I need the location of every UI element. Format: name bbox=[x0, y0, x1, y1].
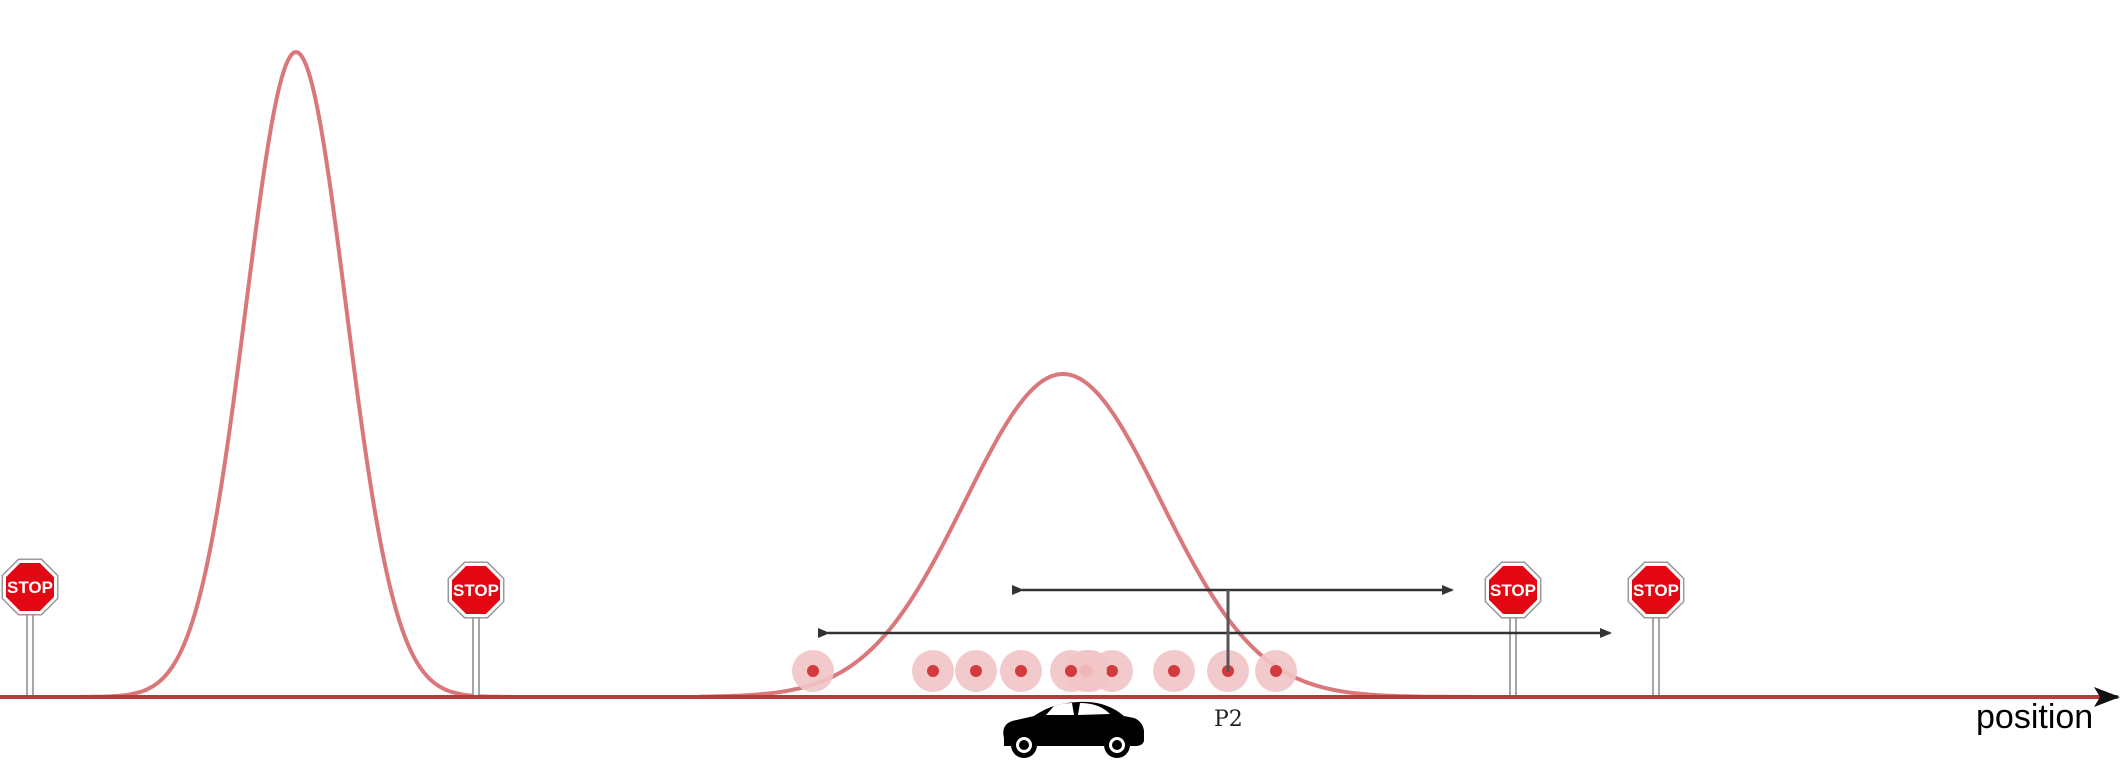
p2-label: P2 bbox=[1214, 707, 1243, 732]
particle bbox=[955, 650, 997, 692]
particle bbox=[1000, 650, 1042, 692]
axis-label: position bbox=[1976, 698, 2093, 736]
stop-sign-label: STOP bbox=[453, 581, 499, 600]
particle bbox=[1050, 650, 1092, 692]
particles-group bbox=[792, 650, 1297, 692]
stop-sign-icon: STOP bbox=[1484, 561, 1542, 698]
stop-sign-icon: STOP bbox=[447, 561, 505, 698]
peak-left-curve bbox=[0, 49, 700, 699]
stop-sign-label: STOP bbox=[1490, 581, 1536, 600]
particle bbox=[1255, 650, 1297, 692]
particle bbox=[792, 650, 834, 692]
particle bbox=[1153, 650, 1195, 692]
peak-center-curve bbox=[699, 372, 1760, 699]
stop-sign-label: STOP bbox=[1633, 581, 1679, 600]
car-icon bbox=[1003, 701, 1144, 758]
particle bbox=[912, 650, 954, 692]
stop-sign-icon: STOP bbox=[1627, 561, 1685, 698]
stop-signs-group: STOP STOP STOP STOP bbox=[1, 558, 1685, 698]
stop-sign-icon: STOP bbox=[1, 558, 59, 698]
stop-sign-label: STOP bbox=[7, 578, 53, 597]
